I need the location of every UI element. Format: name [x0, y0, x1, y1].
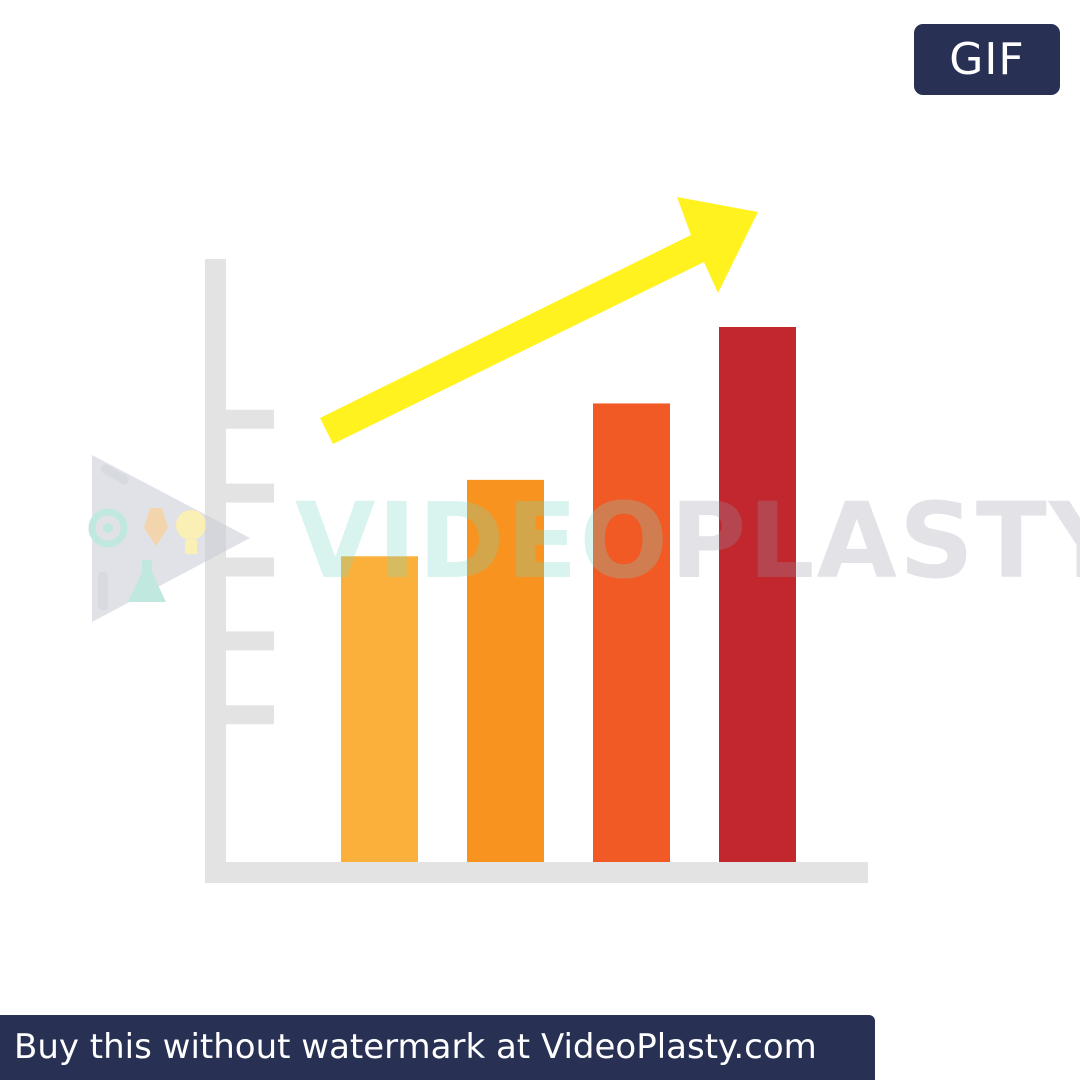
bar-1: [341, 556, 418, 862]
play-triangle-icon: [92, 455, 250, 622]
gif-badge: GIF: [914, 24, 1060, 95]
y-axis-tick: [226, 557, 274, 577]
lightbulb-icon: [176, 510, 206, 554]
purchase-banner[interactable]: Buy this without watermark at VideoPlast…: [0, 1015, 875, 1080]
y-axis-tick: [226, 631, 274, 651]
bars-group: [341, 327, 796, 862]
watermark-text-plasty: PLASTY: [669, 480, 1080, 602]
y-axis-tick: [226, 483, 274, 503]
bar-3: [593, 403, 670, 862]
gear-icon: [88, 508, 128, 548]
y-axis-tick: [226, 705, 274, 725]
wrench-icon: [100, 464, 129, 485]
y-axis-tick: [226, 409, 274, 429]
watermark-logo: [88, 455, 250, 622]
y-axis: [205, 259, 226, 883]
pen-nib-icon: [144, 508, 168, 546]
flask-icon: [128, 560, 166, 602]
watermark-text: VIDEOPLASTY: [295, 486, 1080, 596]
bar-4: [719, 327, 796, 862]
watermark-text-video: VIDEO: [295, 480, 670, 602]
x-axis: [205, 862, 868, 883]
bar-2: [467, 479, 544, 862]
test-tube-icon: [98, 572, 108, 610]
growth-arrow-icon: [320, 197, 758, 444]
y-axis-ticks: [226, 409, 274, 725]
